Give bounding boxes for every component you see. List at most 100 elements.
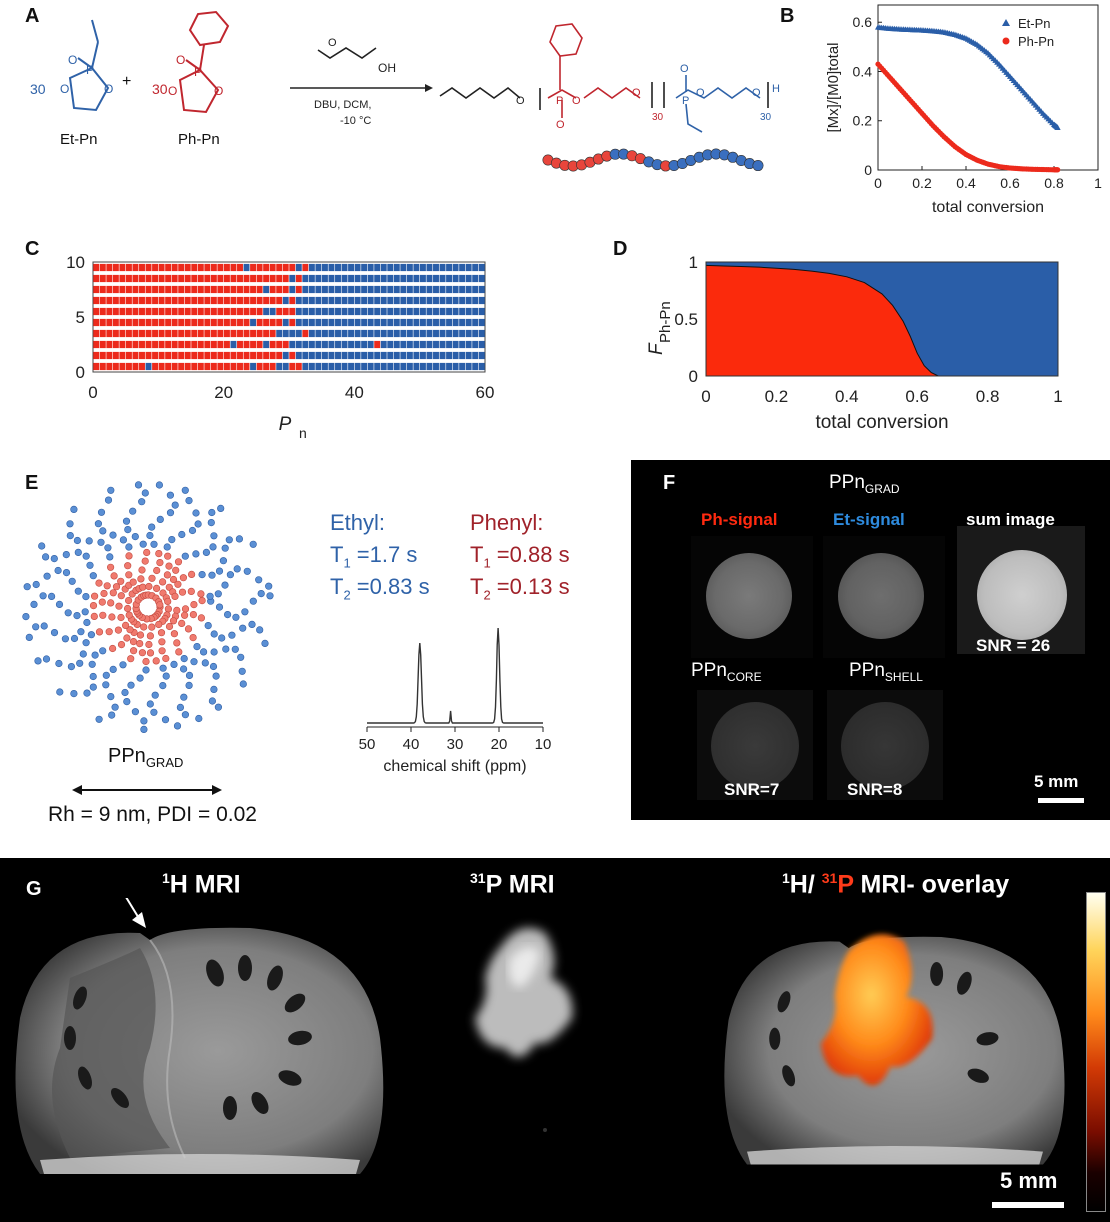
x-tick-label: 50 [359, 736, 376, 753]
h-mri-title: 1H MRI [162, 870, 241, 899]
micelle-shell-bead [85, 537, 93, 545]
micelle-shell-bead [265, 582, 273, 590]
micelle-shell-bead [208, 697, 216, 705]
chain-cell [426, 307, 433, 316]
micelle-core-bead [164, 597, 172, 605]
chain-cell [406, 296, 413, 305]
chain-cell [478, 362, 485, 371]
micelle-shell-bead [121, 688, 129, 697]
chain-cell [125, 351, 132, 360]
chain-cell [132, 307, 139, 316]
chain-cell [387, 274, 394, 283]
micelle-shell-bead [68, 577, 76, 585]
micelle-shell-bead [127, 681, 135, 689]
micelle-shell-bead [54, 566, 62, 575]
micelle-shell-bead [94, 520, 102, 528]
x-tick-label: 40 [345, 383, 364, 402]
micelle-shell-bead [190, 658, 198, 666]
chain-cell [361, 307, 368, 316]
chain-cell [367, 318, 374, 327]
micelle-core-bead [105, 628, 113, 636]
chain-cell [374, 285, 381, 294]
micelle-core-bead [165, 562, 173, 570]
micelle-core-bead [142, 657, 150, 666]
micelle-core-bead [137, 575, 145, 583]
micelle-shell-bead [150, 708, 158, 716]
micelle-shell-bead [150, 540, 158, 548]
micelle-shell-bead [55, 659, 63, 668]
chain-cell [354, 318, 361, 327]
micelle-shell-bead [166, 491, 174, 499]
chain-cell [419, 274, 426, 283]
chain-cell [335, 296, 341, 305]
colorbar [1086, 892, 1106, 1212]
micelle-core-bead [171, 592, 179, 600]
chain-cell [459, 318, 466, 327]
chain-cell [295, 340, 302, 349]
chain-cell [243, 263, 250, 272]
micelle-shell-bead [89, 672, 97, 681]
et-count: 30 [30, 81, 46, 97]
chain-bead [752, 160, 764, 172]
micelle-core-bead [125, 552, 133, 560]
chain-cell [348, 362, 355, 371]
chain-cell [328, 263, 335, 272]
chain-cell [184, 274, 191, 283]
chain-cell [256, 263, 263, 272]
chain-cell [439, 340, 446, 349]
chain-cell [419, 296, 426, 305]
chain-cell [99, 274, 106, 283]
chain-cell [158, 351, 165, 360]
chain-cell [171, 307, 178, 316]
micelle-shell-bead [204, 622, 212, 630]
chain-cell [152, 307, 159, 316]
micelle-core-bead [188, 570, 196, 578]
chain-cell [230, 329, 237, 338]
chain-cell [145, 351, 152, 360]
micelle-shell-bead [210, 532, 218, 540]
chain-cell [335, 263, 341, 272]
chain-cell [269, 318, 276, 327]
chain-cell [106, 340, 113, 349]
chain-cell [465, 340, 472, 349]
chain-cell [315, 340, 322, 349]
chain-cell [328, 296, 335, 305]
x-axis-label: P [279, 414, 292, 435]
micelle-core-bead [198, 597, 206, 605]
chain-cell [446, 307, 453, 316]
micelle-core-bead [117, 641, 126, 649]
chain-cell [335, 285, 341, 294]
micelle-shell-bead [104, 544, 112, 552]
chain-cell [204, 340, 211, 349]
micelle-shell-bead [249, 540, 257, 548]
micelle-shell-bead [188, 526, 197, 535]
chain-cell [282, 351, 289, 360]
chain-cell [413, 263, 420, 272]
chain-cell [197, 263, 204, 272]
chain-cell [250, 307, 257, 316]
chain-cell [191, 351, 198, 360]
product-o-ph: O [556, 119, 565, 131]
micelle-shell-bead [38, 542, 46, 550]
chain-cell [243, 307, 250, 316]
chain-cell [335, 318, 341, 327]
snr-shell: SNR=8 [847, 780, 903, 799]
x-tick-label: 0.2 [912, 175, 932, 191]
chain-cell [191, 329, 198, 338]
chain-cell [302, 351, 309, 360]
chain-cell [393, 362, 400, 371]
chain-cell [112, 274, 119, 283]
chain-cell [256, 340, 263, 349]
micelle-core-bead [156, 558, 164, 567]
chain-cell [139, 285, 145, 294]
micelle-shell-bead [25, 633, 33, 641]
chain-cell [335, 340, 341, 349]
micelle-shell-bead [82, 593, 90, 601]
ph-atom-o3: O [214, 84, 223, 98]
chain-cell [472, 296, 479, 305]
chain-cell [354, 329, 361, 338]
chain-cell [289, 340, 296, 349]
chain-cell [250, 362, 257, 371]
chain-cell [223, 285, 230, 294]
chain-cell [263, 307, 270, 316]
